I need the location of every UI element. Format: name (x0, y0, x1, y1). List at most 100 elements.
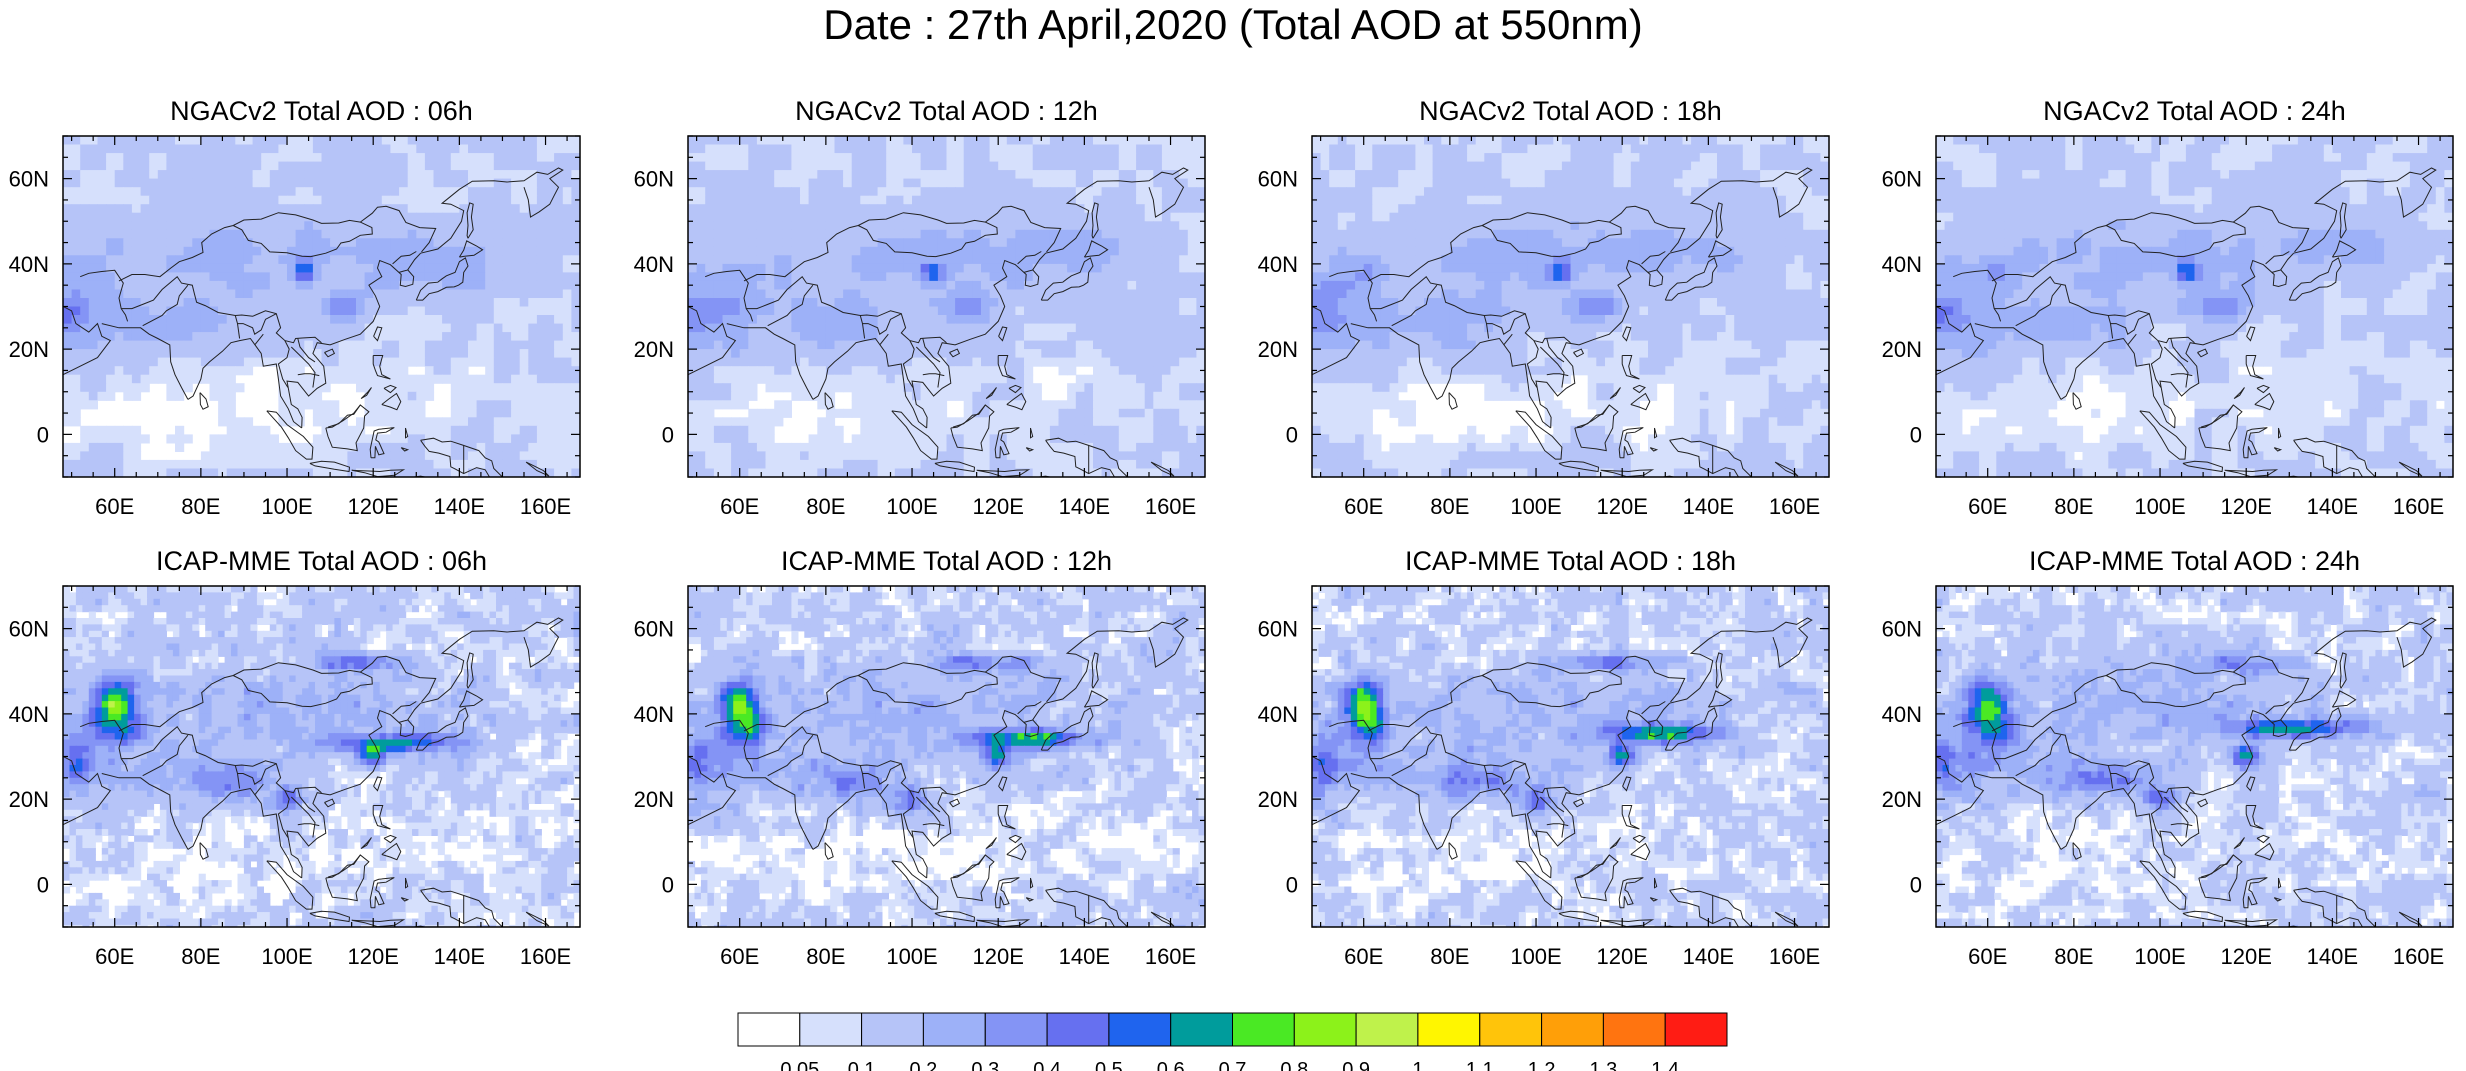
x-tick-label: 140E (2307, 494, 2358, 519)
aod-field (1312, 586, 1829, 927)
y-tick-label: 60N (9, 167, 49, 192)
x-tick-label: 80E (181, 494, 220, 519)
colorbar-swatch (1417, 1012, 1481, 1047)
y-tick-label: 0 (662, 872, 674, 897)
y-tick-label: 20N (9, 787, 49, 812)
colorbar-label: 0.6 (1157, 1059, 1185, 1071)
colorbar-swatch (1170, 1012, 1233, 1047)
x-tick-label: 140E (2307, 944, 2358, 969)
colorbar-label: 0.8 (1280, 1059, 1308, 1071)
x-tick-label: 120E (2221, 944, 2272, 969)
colorbar-label: 0.05 (780, 1059, 819, 1071)
y-tick-label: 60N (9, 617, 49, 642)
x-tick-label: 160E (520, 494, 571, 519)
colorbar-swatch (1232, 1012, 1295, 1047)
x-tick-label: 60E (720, 944, 759, 969)
colorbar-swatch (1602, 1012, 1666, 1047)
map-panel-6: ICAP-MME Total AOD : 12h 60E 80E 100E 120E 14… (634, 546, 1206, 969)
aod-field (688, 586, 1205, 927)
x-tick-label: 160E (1145, 944, 1196, 969)
x-tick-label: 120E (2221, 494, 2272, 519)
x-tick-label: 140E (434, 944, 485, 969)
y-tick-label: 0 (37, 872, 49, 897)
colorbar-label: 1.4 (1651, 1059, 1679, 1071)
colorbar-swatch (737, 1012, 801, 1047)
panel-title: ICAP-MME Total AOD : 12h (781, 546, 1112, 576)
coastlines (688, 617, 1189, 927)
x-tick-label: 80E (2054, 944, 2093, 969)
map-panel-8: ICAP-MME Total AOD : 24h 60E 80E 100E 120E 14… (1882, 546, 2454, 969)
y-tick-label: 60N (1882, 167, 1922, 192)
y-tick-label: 0 (37, 422, 49, 447)
colorbar-label: 1.1 (1466, 1059, 1494, 1071)
panel-title: ICAP-MME Total AOD : 18h (1405, 546, 1736, 576)
map-panel-1: NGACv2 Total AOD : 06h 60E 80E 100E 120E 140E… (9, 96, 581, 519)
colorbar-label: 1.2 (1528, 1059, 1556, 1071)
y-tick-label: 0 (662, 422, 674, 447)
colorbar-label: 0.9 (1342, 1059, 1370, 1071)
colorbar-swatch (1355, 1012, 1419, 1047)
map-panel-5: ICAP-MME Total AOD : 06h 60E 80E 100E 120E 14… (9, 546, 581, 969)
y-tick-label: 20N (1882, 787, 1922, 812)
x-tick-label: 160E (520, 944, 571, 969)
x-tick-label: 120E (973, 944, 1024, 969)
x-tick-label: 120E (1597, 944, 1648, 969)
aod-field (1936, 586, 2453, 927)
y-tick-label: 0 (1910, 872, 1922, 897)
x-tick-label: 100E (1510, 494, 1561, 519)
x-tick-label: 80E (181, 944, 220, 969)
coastlines (1312, 617, 1813, 927)
y-tick-label: 40N (1258, 702, 1298, 727)
x-tick-label: 80E (2054, 494, 2093, 519)
y-tick-label: 0 (1286, 872, 1298, 897)
colorbar-swatch (984, 1012, 1048, 1047)
y-tick-label: 40N (1882, 252, 1922, 277)
aod-field (688, 136, 1205, 477)
map-panel-7: ICAP-MME Total AOD : 18h 60E 80E 100E 120E 14… (1258, 546, 1830, 969)
y-tick-label: 0 (1286, 422, 1298, 447)
colorbar-label: 1 (1412, 1059, 1423, 1071)
y-tick-label: 20N (9, 337, 49, 362)
x-tick-label: 100E (886, 944, 937, 969)
map-panel-2: NGACv2 Total AOD : 12h 60E 80E 100E 120E 140E… (634, 96, 1206, 519)
y-tick-label: 60N (634, 617, 674, 642)
colorbar-swatch (861, 1012, 924, 1047)
panel-title: NGACv2 Total AOD : 18h (1419, 96, 1722, 126)
x-tick-label: 160E (1145, 494, 1196, 519)
x-tick-label: 120E (1597, 494, 1648, 519)
x-tick-label: 160E (2393, 944, 2444, 969)
x-tick-label: 60E (1344, 494, 1383, 519)
colorbar-swatch (1479, 1012, 1543, 1047)
colorbar-swatch (1664, 1012, 1728, 1047)
y-tick-label: 20N (1882, 337, 1922, 362)
panel-title: ICAP-MME Total AOD : 24h (2029, 546, 2360, 576)
y-tick-label: 60N (1258, 617, 1298, 642)
y-tick-label: 40N (634, 702, 674, 727)
y-tick-label: 60N (1882, 617, 1922, 642)
colorbar-label: 0.2 (909, 1059, 937, 1071)
colorbar-label: 0.3 (971, 1059, 999, 1071)
coastlines (688, 167, 1189, 477)
y-tick-label: 40N (9, 702, 49, 727)
colorbar-label: 0.4 (1033, 1059, 1061, 1071)
x-tick-label: 120E (348, 494, 399, 519)
x-tick-label: 100E (1510, 944, 1561, 969)
colorbar-swatch (1293, 1012, 1357, 1047)
coastlines (63, 617, 564, 927)
x-tick-label: 100E (2134, 944, 2185, 969)
colorbar: 0.05 0.1 0.2 0.3 0.4 0.5 0.6 0.7 0.8 0.9 1 1.1 1.2 1.… (737, 1012, 1728, 1071)
x-tick-label: 60E (1968, 494, 2007, 519)
panel-title: NGACv2 Total AOD : 06h (170, 96, 473, 126)
aod-field (63, 136, 580, 477)
aod-field (1936, 136, 2453, 477)
x-tick-label: 80E (1430, 494, 1469, 519)
y-tick-label: 0 (1910, 422, 1922, 447)
x-tick-label: 160E (1769, 944, 1820, 969)
x-tick-label: 80E (806, 494, 845, 519)
x-tick-label: 140E (1059, 944, 1110, 969)
x-tick-label: 100E (261, 494, 312, 519)
coastlines (1936, 167, 2437, 477)
panel-title: ICAP-MME Total AOD : 06h (156, 546, 487, 576)
y-tick-label: 20N (634, 787, 674, 812)
